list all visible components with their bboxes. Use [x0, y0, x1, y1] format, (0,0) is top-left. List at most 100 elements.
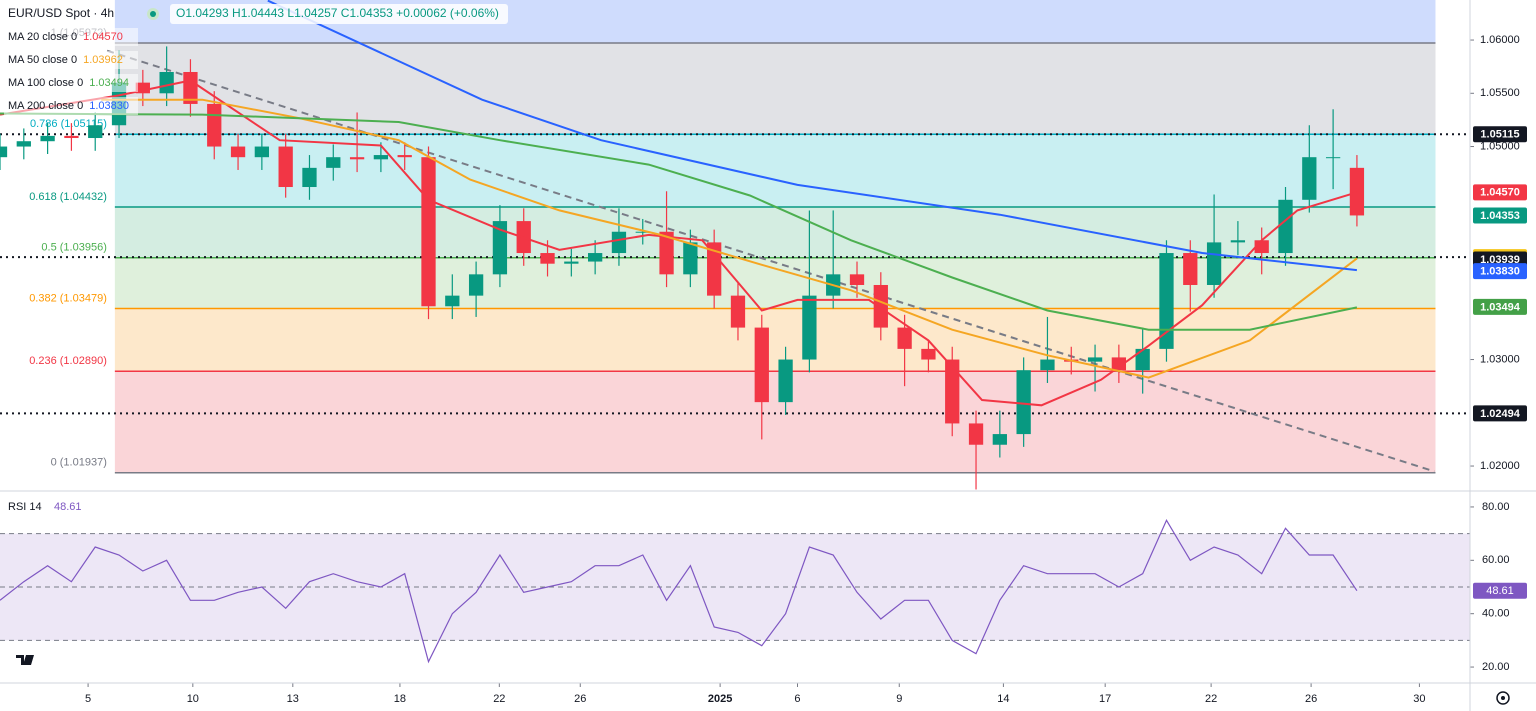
fib-level-label: 0.382 (1.03479) [29, 292, 107, 304]
x-tick-label: 6 [794, 693, 800, 705]
candle-body [40, 135, 55, 142]
price-badge-label: 1.05115 [1480, 129, 1519, 141]
legend-value: 1.04570 [83, 31, 123, 43]
price-badge [1473, 207, 1527, 224]
price-badge [1473, 263, 1527, 280]
candle-body [659, 231, 674, 275]
legend-name: MA 50 close 0 [8, 54, 77, 66]
x-tick-label: 14 [997, 693, 1009, 705]
moving-average [0, 79, 1358, 407]
candle-body [635, 231, 650, 233]
symbol-title: EUR/USD Spot · 4h [8, 6, 114, 20]
candle-body [183, 71, 198, 104]
y-tick-label: 80.00 [1482, 501, 1510, 513]
settings-icon[interactable] [1496, 691, 1510, 705]
candle-body [326, 157, 341, 168]
rsi-badge-label: 48.61 [1486, 585, 1514, 597]
price-badge-label: 1.02494 [1480, 408, 1521, 420]
gear-center[interactable] [1501, 696, 1505, 700]
legend-row-bg [4, 28, 138, 46]
x-tick-label: 13 [287, 693, 299, 705]
candle-body [421, 157, 436, 307]
candle-body [64, 135, 79, 139]
x-tick-label: 9 [896, 693, 902, 705]
y-tick-label: 20.00 [1482, 661, 1510, 673]
legend-row-bg [4, 51, 138, 69]
legend-value: 1.03830 [89, 100, 129, 112]
ohlc-values: O1.04293 H1.04443 L1.04257 C1.04353 +0.0… [176, 6, 499, 20]
candle-body [730, 295, 746, 328]
fib-level-label: 0 (1.01937) [51, 457, 107, 469]
candle-body [1325, 157, 1341, 159]
gear[interactable] [1496, 691, 1510, 705]
tv-logo [12, 648, 42, 672]
status-dot [150, 11, 156, 17]
candle-body [778, 359, 793, 403]
x-tick-label: 18 [394, 693, 406, 705]
candle-body [1230, 240, 1246, 243]
candle-body [849, 274, 865, 285]
fib-band [114, 308, 1436, 372]
candle-body [968, 423, 984, 445]
y-tick-label: 60.00 [1482, 554, 1510, 566]
candle-body [254, 146, 270, 158]
legend-name: MA 200 close 0 [8, 100, 83, 112]
candle-body [373, 155, 389, 160]
legend-value: 1.03962 [83, 54, 123, 66]
y-tick-label: 40.00 [1482, 608, 1510, 620]
x-tick-label: 30 [1413, 693, 1425, 705]
candle-body [0, 146, 8, 158]
y-tick-label: 1.05500 [1480, 87, 1520, 99]
y-tick-label: 1.02000 [1480, 460, 1520, 472]
candle-body [1183, 253, 1198, 285]
candle-body [1111, 357, 1127, 371]
candle-body [683, 242, 698, 275]
x-tick-label: 10 [187, 693, 199, 705]
candle-body [802, 295, 817, 360]
candle-body [1135, 348, 1150, 371]
price-badge [1473, 126, 1527, 143]
ohlc-box [170, 4, 508, 24]
x-tick-label: 5 [85, 693, 91, 705]
candle-body [611, 231, 627, 254]
y-tick-label: 1.03000 [1480, 353, 1520, 365]
x-tick-label: 26 [574, 693, 586, 705]
candle-body [159, 71, 174, 94]
price-badge [1473, 405, 1527, 422]
rsi-value: 48.61 [54, 501, 82, 513]
trend-line [106, 49, 1435, 473]
legend: EUR/USD Spot · 4h O1.04293 H1.04443 L1.0… [4, 4, 508, 513]
price-pane: 1 (1.05972)0.786 (1.05115)0.618 (1.04432… [0, 0, 1470, 490]
x-tick-label: 22 [1205, 693, 1217, 705]
price-badge-label: 1.03830 [1480, 266, 1520, 278]
price-badge-label: 1.04353 [1480, 210, 1520, 222]
candle-body [88, 125, 103, 139]
moving-average [0, 112, 1358, 331]
x-tick-label: 26 [1305, 693, 1317, 705]
candle-body [230, 146, 246, 158]
candle-body [207, 103, 222, 147]
candle-body [349, 157, 365, 160]
price-badge [1473, 298, 1527, 315]
legend-value: 1.03494 [89, 77, 129, 89]
fib-band [114, 134, 1436, 208]
rsi-badge [1473, 582, 1527, 599]
candle-body [16, 141, 31, 147]
candle-body [588, 253, 603, 262]
x-tick-label: 17 [1099, 693, 1111, 705]
legend-row-bg [4, 74, 138, 92]
moving-average [101, 98, 1358, 379]
fib-level-label: 0.5 (1.03956) [41, 242, 106, 254]
candle-body [707, 242, 722, 296]
candle-body [992, 434, 1007, 445]
price-badge [1473, 184, 1527, 201]
candle-body [921, 348, 936, 360]
legend-name: MA 20 close 0 [8, 31, 77, 43]
x-tick-label: 2025 [708, 693, 732, 705]
candle-body [1206, 242, 1222, 285]
candle-body [445, 295, 460, 307]
candle-body [1278, 199, 1293, 254]
candle-body [1016, 370, 1031, 435]
fib-level-label: 0.236 (1.02890) [29, 355, 107, 367]
